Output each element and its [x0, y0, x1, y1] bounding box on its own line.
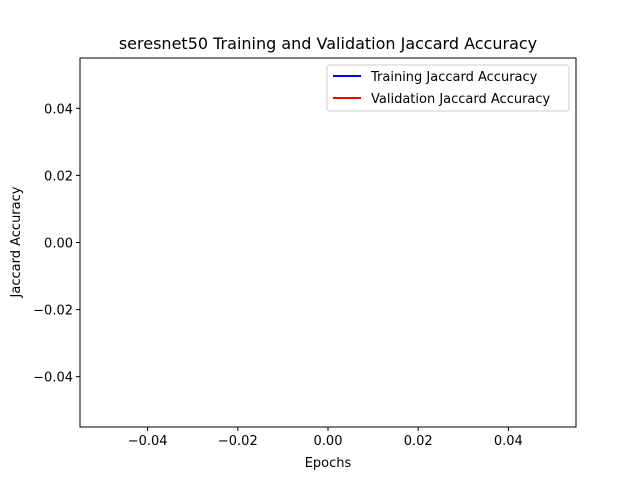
plot-area: −0.04 −0.02 0.00 0.02 0.04 −0.04 −0.02 0.00 0.0…: [33, 57, 577, 449]
y-tick-label: −0.02: [33, 304, 73, 319]
y-tick-label: 0.02: [44, 169, 73, 184]
x-tick-label: −0.02: [218, 434, 258, 449]
legend-label-training: Training Jaccard Accuracy: [370, 70, 538, 85]
y-tick-label: −0.04: [33, 371, 73, 386]
legend-box: [326, 64, 570, 112]
y-tick-label: 0.00: [44, 237, 73, 252]
x-tick-label: 0.04: [494, 434, 523, 449]
y-axis: −0.04 −0.02 0.00 0.02 0.04: [33, 102, 80, 386]
legend: Training Jaccard Accuracy Validation Jac…: [326, 64, 570, 112]
chart-title: seresnet50 Training and Validation Jacca…: [119, 34, 537, 53]
x-tick-label: −0.04: [128, 434, 168, 449]
y-axis-label: Jaccard Accuracy: [9, 186, 24, 298]
x-tick-label: 0.02: [404, 434, 433, 449]
x-tick-label: 0.00: [314, 434, 343, 449]
y-tick-label: 0.04: [44, 102, 73, 117]
x-axis-label: Epochs: [305, 456, 352, 471]
x-axis: −0.04 −0.02 0.00 0.02 0.04: [128, 427, 523, 449]
legend-label-validation: Validation Jaccard Accuracy: [371, 92, 551, 107]
